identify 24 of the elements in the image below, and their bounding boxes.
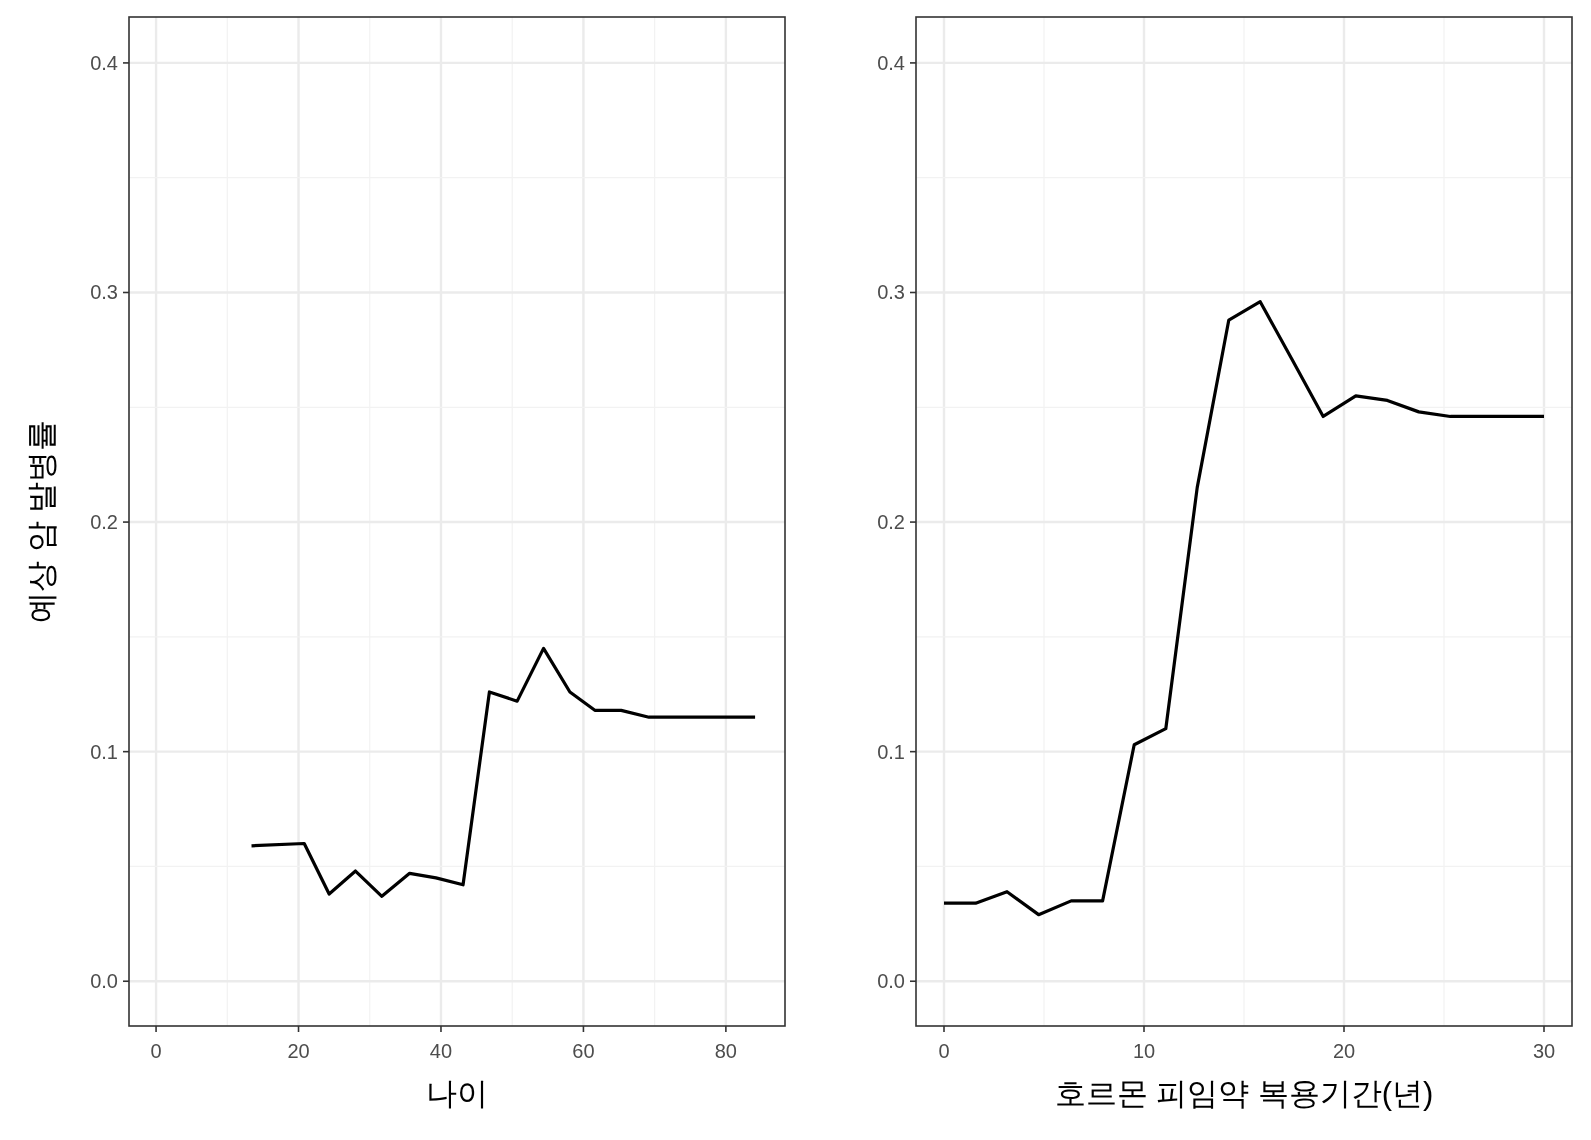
y-tick-label: 0.0: [90, 970, 118, 993]
y-tick-label: 0.1: [877, 740, 905, 763]
y-tick-label: 0.2: [877, 511, 905, 534]
y-tick-label: 0.2: [90, 511, 118, 534]
x-tick-label: 80: [714, 1040, 738, 1062]
y-tick-label: 0.0: [877, 970, 905, 993]
x-tick-label: 30: [1532, 1040, 1556, 1062]
y-tick-label: 0.4: [877, 51, 905, 74]
y-tick-label: 0.3: [877, 281, 905, 304]
y-tick-label: 0.4: [90, 51, 118, 74]
x-tick-label: 20: [287, 1040, 310, 1062]
y-axis-title: 예상 암 발병률: [24, 419, 59, 624]
line-series: [942, 300, 1546, 917]
x-axis-title: 나이: [426, 1076, 488, 1111]
x-tick-label: 40: [429, 1040, 453, 1062]
x-tick-label: 0: [938, 1040, 950, 1062]
x-tick-label: 60: [572, 1040, 595, 1062]
y-tick-label: 0.1: [90, 740, 118, 763]
x-tick-label: 20: [1332, 1040, 1356, 1062]
line-series: [249, 646, 757, 898]
y-tick-label: 0.3: [90, 281, 118, 304]
x-tick-label: 10: [1132, 1040, 1156, 1062]
x-axis-title: 호르몬 피임약 복용기간(년): [1054, 1076, 1434, 1111]
x-tick-label: 0: [150, 1040, 162, 1062]
